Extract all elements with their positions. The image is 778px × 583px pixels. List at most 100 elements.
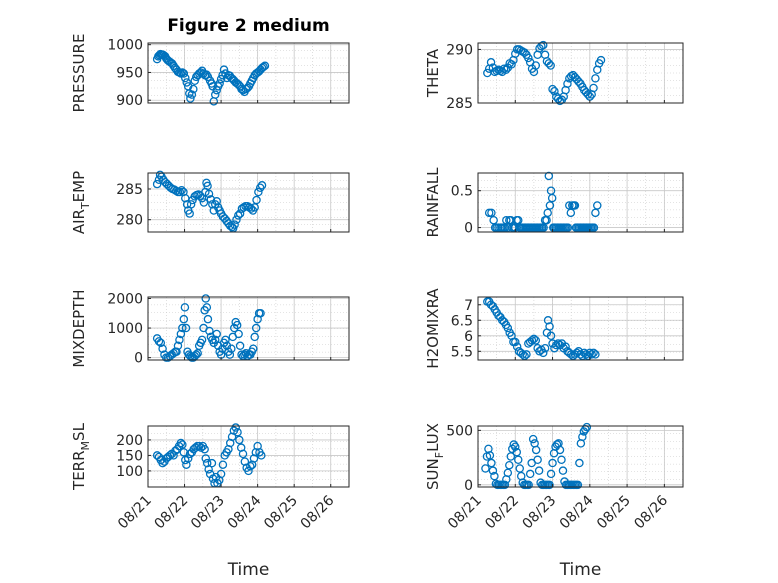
data-point	[534, 466, 544, 475]
y-tick-label: 7	[464, 298, 473, 314]
data-point	[232, 215, 241, 224]
data-point	[238, 449, 248, 459]
data-point	[563, 79, 572, 88]
data-point	[219, 65, 229, 74]
data-point	[179, 448, 189, 457]
data-point	[176, 69, 186, 78]
data-point	[200, 444, 209, 454]
data-point	[207, 458, 217, 468]
axes-box	[477, 42, 684, 104]
data-point	[251, 323, 261, 333]
y-axis-label-main: THETA	[424, 48, 442, 98]
data-point	[250, 332, 259, 342]
data-point	[501, 65, 511, 75]
data-point	[545, 480, 554, 490]
data-point	[533, 455, 542, 465]
axes-box	[147, 425, 350, 488]
data-point	[566, 350, 576, 359]
data-point	[202, 303, 212, 312]
data-point	[152, 179, 162, 189]
data-point	[199, 198, 209, 207]
data-point	[257, 451, 266, 460]
data-point	[216, 469, 226, 479]
data-point	[514, 455, 523, 465]
y-axis-label-main: TERR	[70, 450, 88, 491]
data-point	[175, 68, 184, 77]
data-point	[589, 83, 598, 93]
data-point	[485, 451, 495, 460]
data-point	[202, 70, 211, 79]
data-point	[573, 480, 583, 490]
data-point	[525, 469, 535, 479]
y-tick-label: 150	[116, 448, 143, 464]
data-point	[259, 62, 268, 72]
data-point	[527, 336, 537, 345]
data-point	[540, 343, 550, 353]
axes-box	[477, 425, 684, 488]
data-point	[178, 323, 187, 333]
data-point	[210, 90, 220, 99]
data-point	[227, 344, 236, 354]
y-tick-label: 290	[446, 42, 473, 58]
x-tick-label: 08/23	[520, 493, 560, 533]
data-point	[583, 90, 593, 99]
data-point	[563, 223, 573, 232]
data-point	[234, 329, 243, 339]
data-point	[511, 337, 520, 347]
data-point	[544, 171, 554, 181]
x-tick-label: 08/25	[261, 493, 301, 533]
data-point	[186, 94, 195, 103]
data-point	[244, 466, 253, 476]
data-point	[218, 460, 228, 469]
data-point	[524, 480, 533, 490]
y-tick-label: 5.5	[451, 344, 473, 360]
data-point	[246, 462, 255, 471]
data-point	[201, 294, 210, 303]
data-point	[500, 480, 510, 490]
data-point	[553, 94, 563, 103]
data-point	[234, 211, 243, 220]
data-point	[531, 445, 541, 455]
y-axis-label-main: MIXDEPTH	[70, 289, 88, 367]
data-point	[531, 336, 541, 345]
y-axis-label: AIRTEMP	[70, 171, 92, 234]
data-point	[570, 201, 580, 210]
data-point	[552, 340, 561, 350]
data-point	[177, 185, 186, 195]
y-axis-label-main: SUN	[424, 458, 442, 490]
data-point	[546, 61, 555, 70]
data-point	[515, 464, 524, 473]
data-point	[191, 350, 201, 359]
data-point	[202, 458, 212, 468]
y-axis-label-subscript: F	[433, 452, 446, 458]
x-tick-label: 08/22	[482, 493, 522, 533]
x-tick-label: 08/23	[188, 493, 228, 533]
data-point	[529, 334, 539, 344]
data-point	[509, 440, 519, 449]
subplot-pressure: 900 950 1000 PRESSURE Figure 2 medium	[70, 16, 350, 112]
axes-box	[477, 296, 684, 361]
data-point	[506, 452, 516, 461]
data-point	[557, 455, 566, 465]
data-point	[256, 309, 265, 318]
data-point	[197, 335, 207, 345]
data-point	[172, 347, 181, 356]
data-point	[582, 422, 592, 432]
data-point	[203, 314, 213, 324]
x-tick-label: 08/25	[594, 493, 634, 533]
data-point	[547, 193, 557, 203]
y-tick-label: 0.5	[451, 184, 473, 200]
y-axis-label-subscript: T	[79, 202, 92, 210]
y-tick-label: 0	[134, 351, 143, 367]
data-point	[182, 200, 192, 209]
data-point	[585, 348, 595, 358]
data-point	[233, 427, 242, 437]
data-point	[589, 223, 599, 232]
data-point	[230, 220, 239, 229]
x-axis-label: Time	[559, 560, 602, 580]
y-axis-label-main: H2OMIXRA	[424, 288, 442, 369]
